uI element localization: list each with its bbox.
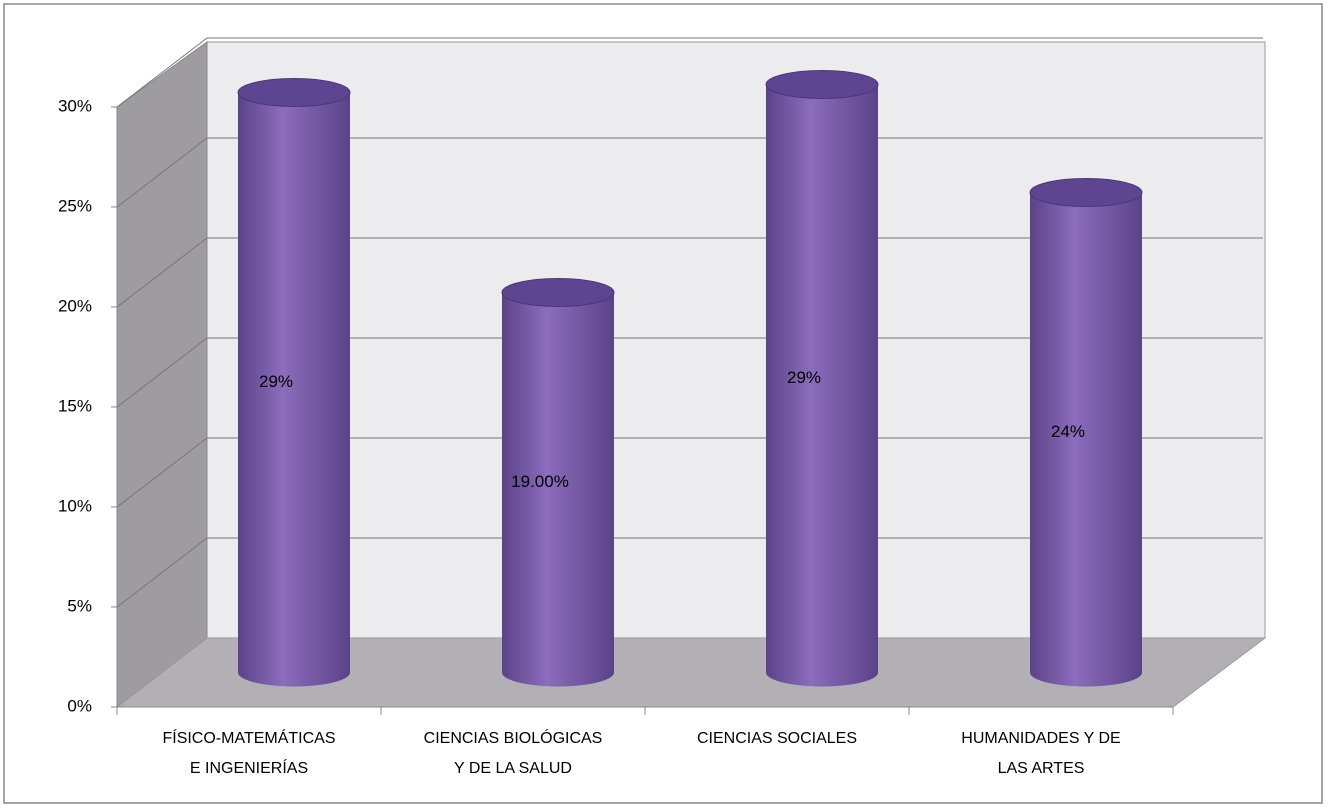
y-tick-label: 10% [58,496,92,515]
x-tick-label: FÍSICO-MATEMÁTICAS E INGENIERÍAS [162,730,336,777]
bar [238,92,350,687]
bar [502,292,614,687]
bar-top [1029,178,1143,207]
x-tick-label: HUMANIDADES Y DE LAS ARTES [961,730,1121,777]
data-label: 24% [1051,422,1085,441]
grid-line [116,137,208,208]
data-label: 29% [259,372,293,391]
bar [1030,192,1142,687]
grid-line [116,237,208,308]
y-tick-label: 15% [58,396,92,415]
y-tick-label: 25% [58,196,92,215]
x-tick-label: CIENCIAS SOCIALES [696,730,858,747]
y-tick-label: 30% [58,96,92,115]
data-label: 19.00% [511,472,569,491]
grid-line [116,437,208,508]
bar [766,84,878,687]
x-tick-label: CIENCIAS BIOLÓGICAS Y DE LA SALUD [423,730,603,777]
y-tick-label: 20% [58,296,92,315]
y-tick-label: 5% [67,596,92,615]
side-wall [116,41,208,709]
grid-line [116,37,208,108]
y-tick-label: 0% [67,696,92,715]
bar-top [501,278,615,307]
grid-line [116,537,208,608]
data-label: 29% [787,368,821,387]
bar-top [237,78,351,107]
bar-top [765,70,879,99]
grid-line [116,337,208,408]
